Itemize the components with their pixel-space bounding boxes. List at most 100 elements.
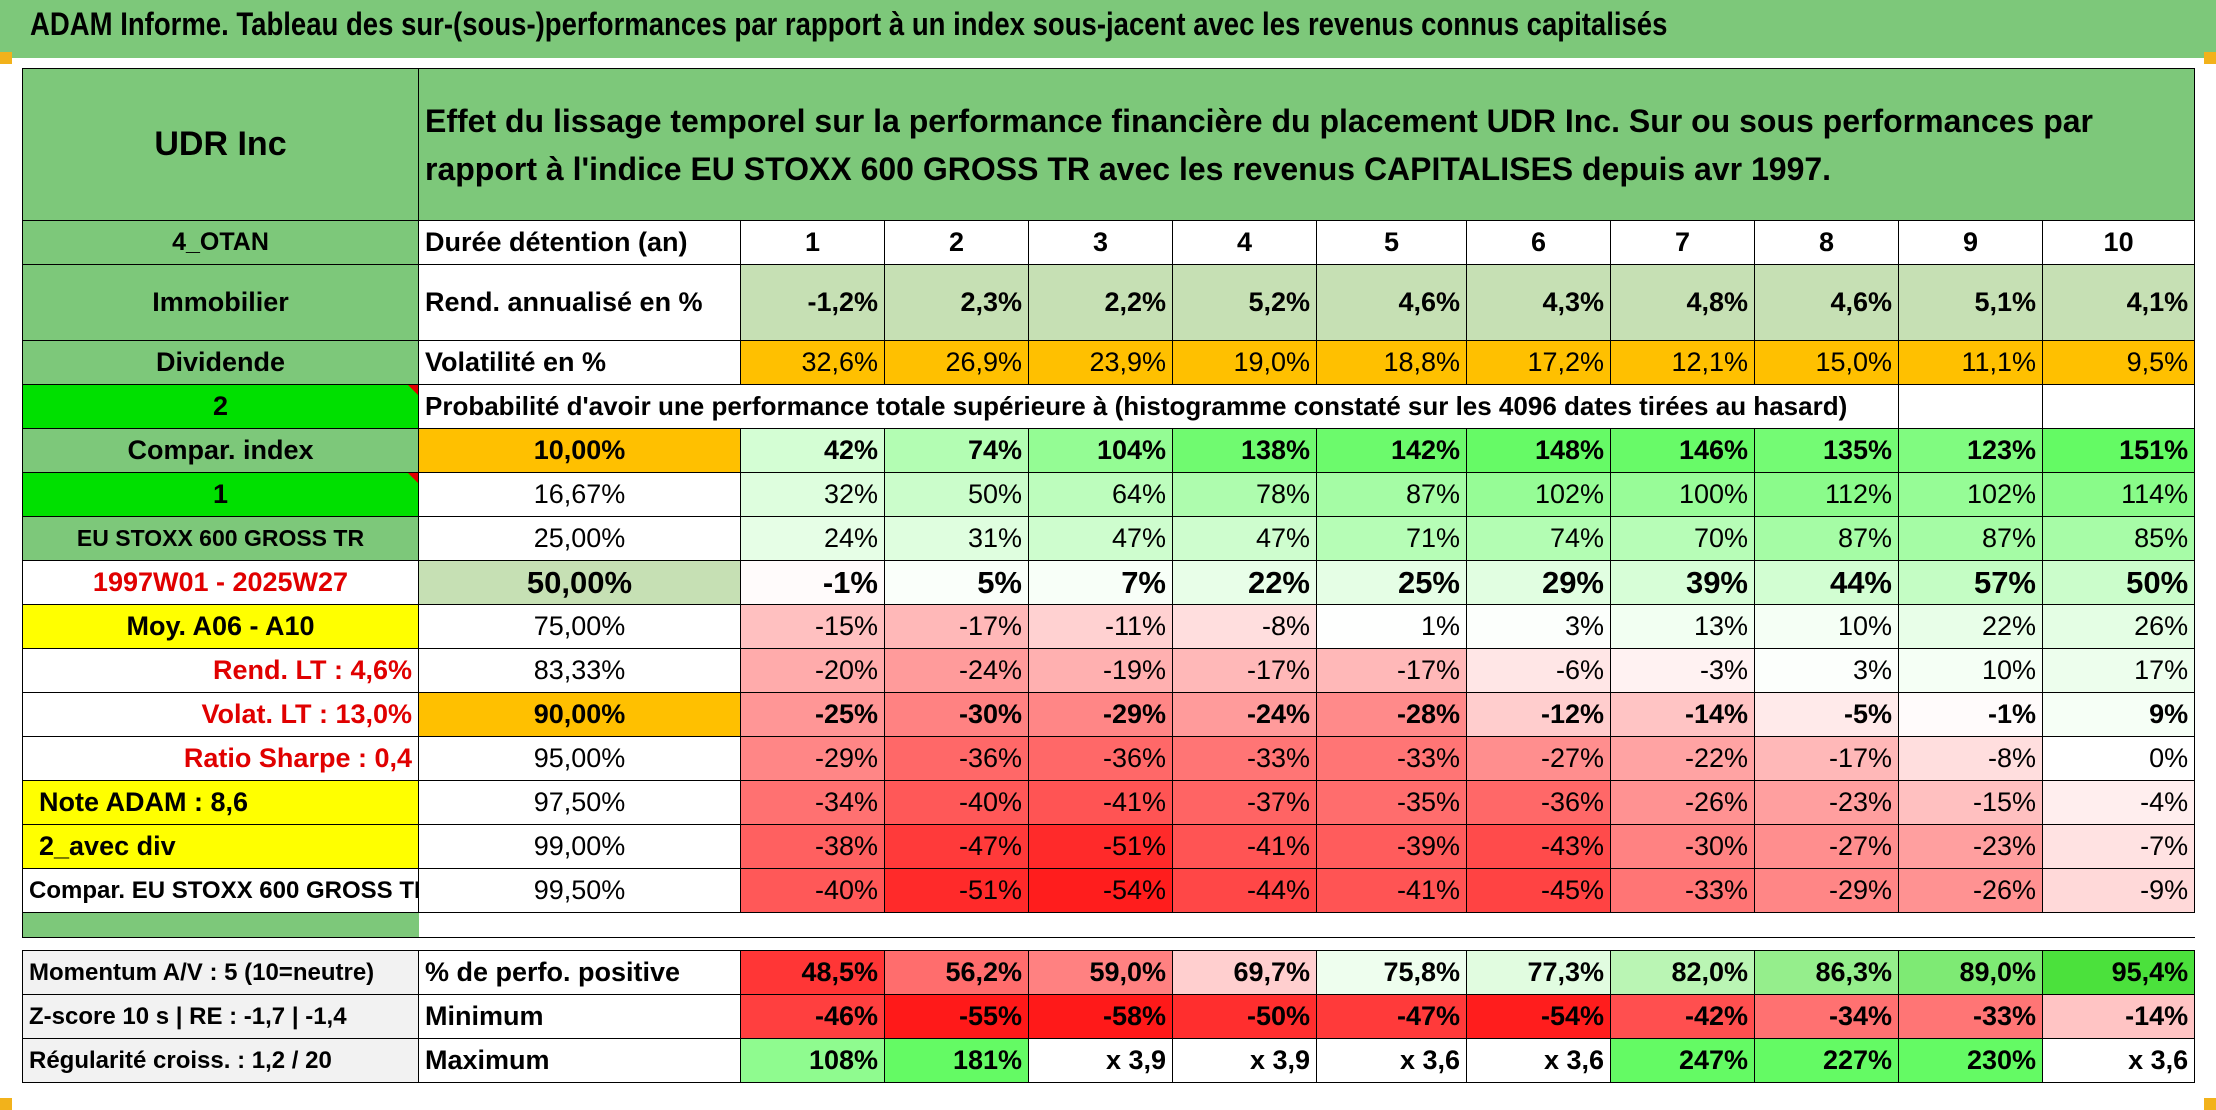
probability-threshold: 50,00% xyxy=(418,560,741,605)
sector-label: Immobilier xyxy=(22,264,419,341)
stats-value: -34% xyxy=(1754,994,1899,1039)
probability-threshold: 99,00% xyxy=(418,824,741,869)
empty-cell xyxy=(2041,384,2196,429)
separator-cell xyxy=(1172,912,1317,938)
prob-row: Ratio Sharpe : 0,4 95,00% -29% -36% -36% -33%… xyxy=(22,736,2196,781)
prob-row: Compar. EU STOXX 600 GROSS TR 99,50% -40% -… xyxy=(22,868,2196,913)
prob-value: -29% xyxy=(740,736,885,781)
separator-cell xyxy=(1316,912,1467,938)
separator-cell xyxy=(2042,912,2195,938)
rend-label: Rend. annualisé en % xyxy=(418,264,741,341)
year-header: 9 xyxy=(1898,220,2043,265)
prob-value: -45% xyxy=(1466,868,1611,913)
vol-value: 11,1% xyxy=(1898,340,2043,385)
prob-value: 114% xyxy=(2041,472,2196,517)
stats-value: 75,8% xyxy=(1316,950,1467,995)
duree-label: Durée détention (an) xyxy=(418,220,741,265)
prob-value: 87% xyxy=(1898,516,2043,561)
prob-value: -51% xyxy=(1028,824,1173,869)
vol-value: 19,0% xyxy=(1172,340,1317,385)
prob-value: -7% xyxy=(2041,824,2196,869)
avec-div-label: 2_avec div xyxy=(22,824,419,869)
stats-value: -14% xyxy=(2041,994,2196,1039)
stats-value: 181% xyxy=(884,1038,1029,1083)
stats-value: -42% xyxy=(1610,994,1755,1039)
rend-lt-label: Rend. LT : 4,6% xyxy=(22,648,419,693)
prob-row: 2_avec div 99,00% -38% -47% -51% -41% -39% -43%… xyxy=(22,824,2196,869)
prob-value: 87% xyxy=(1754,516,1899,561)
prob-value: 3% xyxy=(1466,604,1611,649)
stats-value: -47% xyxy=(1316,994,1467,1039)
stats-left-label: Z-score 10 s | RE : -1,7 | -1,4 xyxy=(22,994,419,1039)
choice-cell[interactable]: 2 xyxy=(22,384,419,429)
stats-value: x 3,6 xyxy=(1466,1038,1611,1083)
separator-cell xyxy=(418,912,741,938)
stats-value: x 3,6 xyxy=(1316,1038,1467,1083)
prob-value: -17% xyxy=(1316,648,1467,693)
prob-value: 0% xyxy=(2041,736,2196,781)
year-header: 1 xyxy=(740,220,885,265)
prob-value: 9% xyxy=(2041,692,2196,737)
moy-label: Moy. A06 - A10 xyxy=(22,604,419,649)
stats-value: -58% xyxy=(1028,994,1173,1039)
prob-value: 146% xyxy=(1610,428,1755,473)
vol-label: Volatilité en % xyxy=(418,340,741,385)
rend-value: 4,6% xyxy=(1316,264,1467,341)
stats-value: 247% xyxy=(1610,1038,1755,1083)
index-number-cell[interactable]: 1 xyxy=(22,472,419,517)
stats-value: 89,0% xyxy=(1898,950,2043,995)
prob-value: 57% xyxy=(1898,560,2043,605)
empty-cell xyxy=(1898,384,2043,429)
probability-threshold: 10,00% xyxy=(418,428,741,473)
prob-value: 31% xyxy=(884,516,1029,561)
stock-code: 4_OTAN xyxy=(22,220,419,265)
prob-value: -44% xyxy=(1172,868,1317,913)
prob-value: 22% xyxy=(1172,560,1317,605)
compar-full-label: Compar. EU STOXX 600 GROSS TR xyxy=(22,868,419,913)
note-adam-label: Note ADAM : 8,6 xyxy=(22,780,419,825)
stats-value: 86,3% xyxy=(1754,950,1899,995)
year-header: 6 xyxy=(1466,220,1611,265)
prob-value: -11% xyxy=(1028,604,1173,649)
stats-value: -55% xyxy=(884,994,1029,1039)
prob-value: 74% xyxy=(1466,516,1611,561)
prob-value: -1% xyxy=(1898,692,2043,737)
stats-value: x 3,6 xyxy=(2041,1038,2196,1083)
prob-value: 7% xyxy=(1028,560,1173,605)
probability-threshold: 90,00% xyxy=(418,692,741,737)
year-header: 10 xyxy=(2041,220,2196,265)
stats-value: 230% xyxy=(1898,1038,2043,1083)
prob-value: -15% xyxy=(740,604,885,649)
vol-value: 18,8% xyxy=(1316,340,1467,385)
prob-value: 135% xyxy=(1754,428,1899,473)
prob-value: 78% xyxy=(1172,472,1317,517)
year-header: 5 xyxy=(1316,220,1467,265)
prob-value: 24% xyxy=(740,516,885,561)
stats-value: x 3,9 xyxy=(1028,1038,1173,1083)
corner-marker xyxy=(0,1098,12,1110)
prob-value: -36% xyxy=(1466,780,1611,825)
prob-value: 44% xyxy=(1754,560,1899,605)
rend-value: 4,3% xyxy=(1466,264,1611,341)
stats-row: Momentum A/V : 5 (10=neutre)% de perfo. … xyxy=(22,950,2196,995)
prob-row: Moy. A06 - A10 75,00% -15% -17% -11% -8% 1% 3% 1… xyxy=(22,604,2196,649)
type-label: Dividende xyxy=(22,340,419,385)
prob-value: -33% xyxy=(1316,736,1467,781)
prob-row: EU STOXX 600 GROSS TR 25,00% 24% 31% 47% 47% 7… xyxy=(22,516,2196,561)
prob-value: 138% xyxy=(1172,428,1317,473)
prob-value: 39% xyxy=(1610,560,1755,605)
prob-label: Probabilité d'avoir une performance tota… xyxy=(418,384,1899,429)
prob-value: -6% xyxy=(1466,648,1611,693)
year-header: 3 xyxy=(1028,220,1173,265)
stats-row: Régularité croiss. : 1,2 / 20 Maximum 108%… xyxy=(22,1038,2196,1083)
prob-value: -1% xyxy=(740,560,885,605)
prob-value: 10% xyxy=(1754,604,1899,649)
prob-value: 151% xyxy=(2041,428,2196,473)
prob-value: -41% xyxy=(1316,868,1467,913)
rend-value: 2,2% xyxy=(1028,264,1173,341)
title-bar: ADAM Informe. Tableau des sur-(sous-)per… xyxy=(0,0,2216,58)
prob-value: -28% xyxy=(1316,692,1467,737)
vol-value: 32,6% xyxy=(740,340,885,385)
prob-value: -29% xyxy=(1754,868,1899,913)
prob-value: 102% xyxy=(1898,472,2043,517)
